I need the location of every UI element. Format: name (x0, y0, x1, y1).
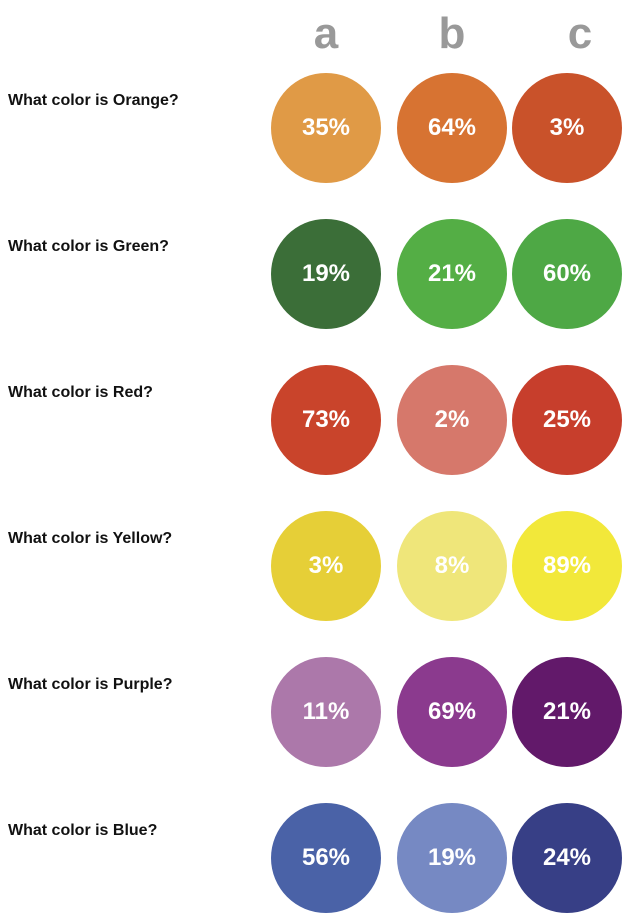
question-label: What color is Green? (8, 238, 169, 255)
percent-bubble: 21% (512, 657, 622, 767)
column-label-b: b (438, 9, 466, 58)
percent-label: 56% (301, 844, 351, 871)
percent-label: 8% (434, 552, 470, 579)
percent-bubble: 24% (512, 803, 622, 913)
percent-bubble: 56% (271, 803, 381, 913)
percent-bubble: 3% (512, 73, 622, 183)
column-label-c: c (567, 9, 593, 58)
percent-label: 69% (427, 698, 477, 725)
percent-bubble: 89% (512, 511, 622, 621)
percent-bubble: 8% (397, 511, 507, 621)
percent-label: 24% (542, 844, 592, 871)
percent-label: 60% (542, 260, 592, 287)
percent-label: 64% (427, 114, 477, 141)
percent-label: 21% (427, 260, 477, 287)
percent-label: 3% (308, 552, 344, 579)
percent-bubble: 19% (271, 219, 381, 329)
percent-label: 35% (301, 114, 351, 141)
percent-label: 3% (549, 114, 585, 141)
percent-bubble: 69% (397, 657, 507, 767)
percent-label: 73% (301, 406, 351, 433)
percent-label: 89% (542, 552, 592, 579)
question-label: What color is Purple? (8, 676, 173, 693)
column-label-a: a (313, 9, 339, 58)
percent-label: 11% (302, 698, 350, 725)
percent-bubble: 73% (271, 365, 381, 475)
percent-label: 19% (301, 260, 351, 287)
percent-bubble: 3% (271, 511, 381, 621)
percent-bubble: 19% (397, 803, 507, 913)
percent-label: 21% (542, 698, 592, 725)
percent-bubble: 64% (397, 73, 507, 183)
percent-bubble: 11% (271, 657, 381, 767)
question-label: What color is Orange? (8, 92, 179, 109)
percent-label: 2% (434, 406, 470, 433)
percent-label: 19% (427, 844, 477, 871)
percent-bubble: 60% (512, 219, 622, 329)
question-label: What color is Blue? (8, 822, 158, 839)
percent-bubble: 2% (397, 365, 507, 475)
question-label: What color is Red? (8, 384, 153, 401)
percent-bubble: 35% (271, 73, 381, 183)
percent-bubble: 25% (512, 365, 622, 475)
question-label: What color is Yellow? (8, 530, 173, 547)
percent-label: 25% (542, 406, 592, 433)
percent-bubble: 21% (397, 219, 507, 329)
